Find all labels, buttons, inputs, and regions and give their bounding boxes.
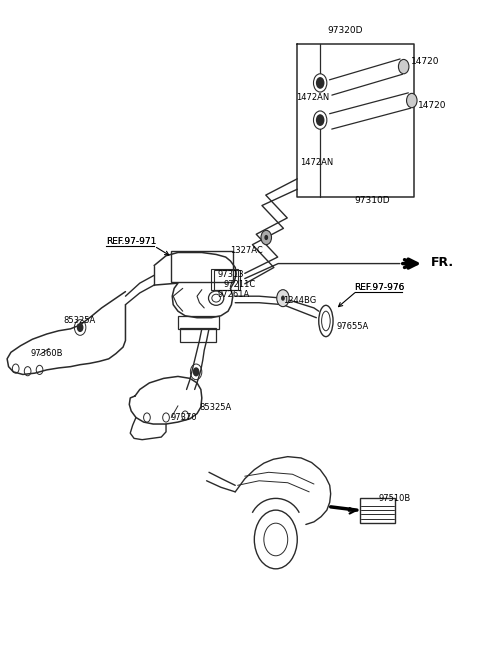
Circle shape — [261, 231, 272, 245]
Text: 97655A: 97655A — [336, 322, 369, 331]
Circle shape — [193, 367, 199, 377]
Text: FR.: FR. — [431, 256, 454, 269]
Circle shape — [281, 295, 285, 301]
Text: 97360B: 97360B — [30, 349, 62, 358]
Text: 85325A: 85325A — [63, 316, 96, 326]
Text: 14720: 14720 — [418, 102, 446, 110]
Text: 97370: 97370 — [171, 413, 197, 422]
Text: REF.97-976: REF.97-976 — [355, 282, 405, 291]
Text: REF.97-971: REF.97-971 — [107, 237, 157, 246]
Text: REF.97-976: REF.97-976 — [355, 282, 405, 291]
Circle shape — [316, 114, 324, 126]
Text: 97320D: 97320D — [327, 26, 363, 35]
Text: 1472AN: 1472AN — [300, 158, 333, 167]
Text: 97313: 97313 — [217, 269, 244, 278]
Circle shape — [264, 235, 268, 240]
Text: 97310D: 97310D — [355, 196, 390, 205]
Circle shape — [77, 323, 84, 332]
Bar — [180, 328, 216, 342]
Text: 14720: 14720 — [411, 57, 439, 66]
Text: 1327AC: 1327AC — [230, 246, 263, 255]
Text: 85325A: 85325A — [199, 403, 232, 411]
Text: REF.97-971: REF.97-971 — [107, 237, 157, 246]
Bar — [211, 269, 238, 290]
Text: 97261A: 97261A — [217, 290, 249, 299]
Circle shape — [277, 290, 289, 307]
Text: 97510B: 97510B — [378, 494, 411, 503]
Text: 1472AN: 1472AN — [296, 94, 330, 102]
Bar — [171, 251, 233, 282]
Bar — [360, 498, 395, 523]
Circle shape — [407, 94, 417, 107]
Text: 1244BG: 1244BG — [283, 295, 316, 305]
Circle shape — [316, 77, 324, 89]
Circle shape — [398, 60, 409, 74]
Bar — [214, 270, 240, 290]
Text: 97211C: 97211C — [223, 280, 255, 289]
Bar — [178, 316, 218, 329]
